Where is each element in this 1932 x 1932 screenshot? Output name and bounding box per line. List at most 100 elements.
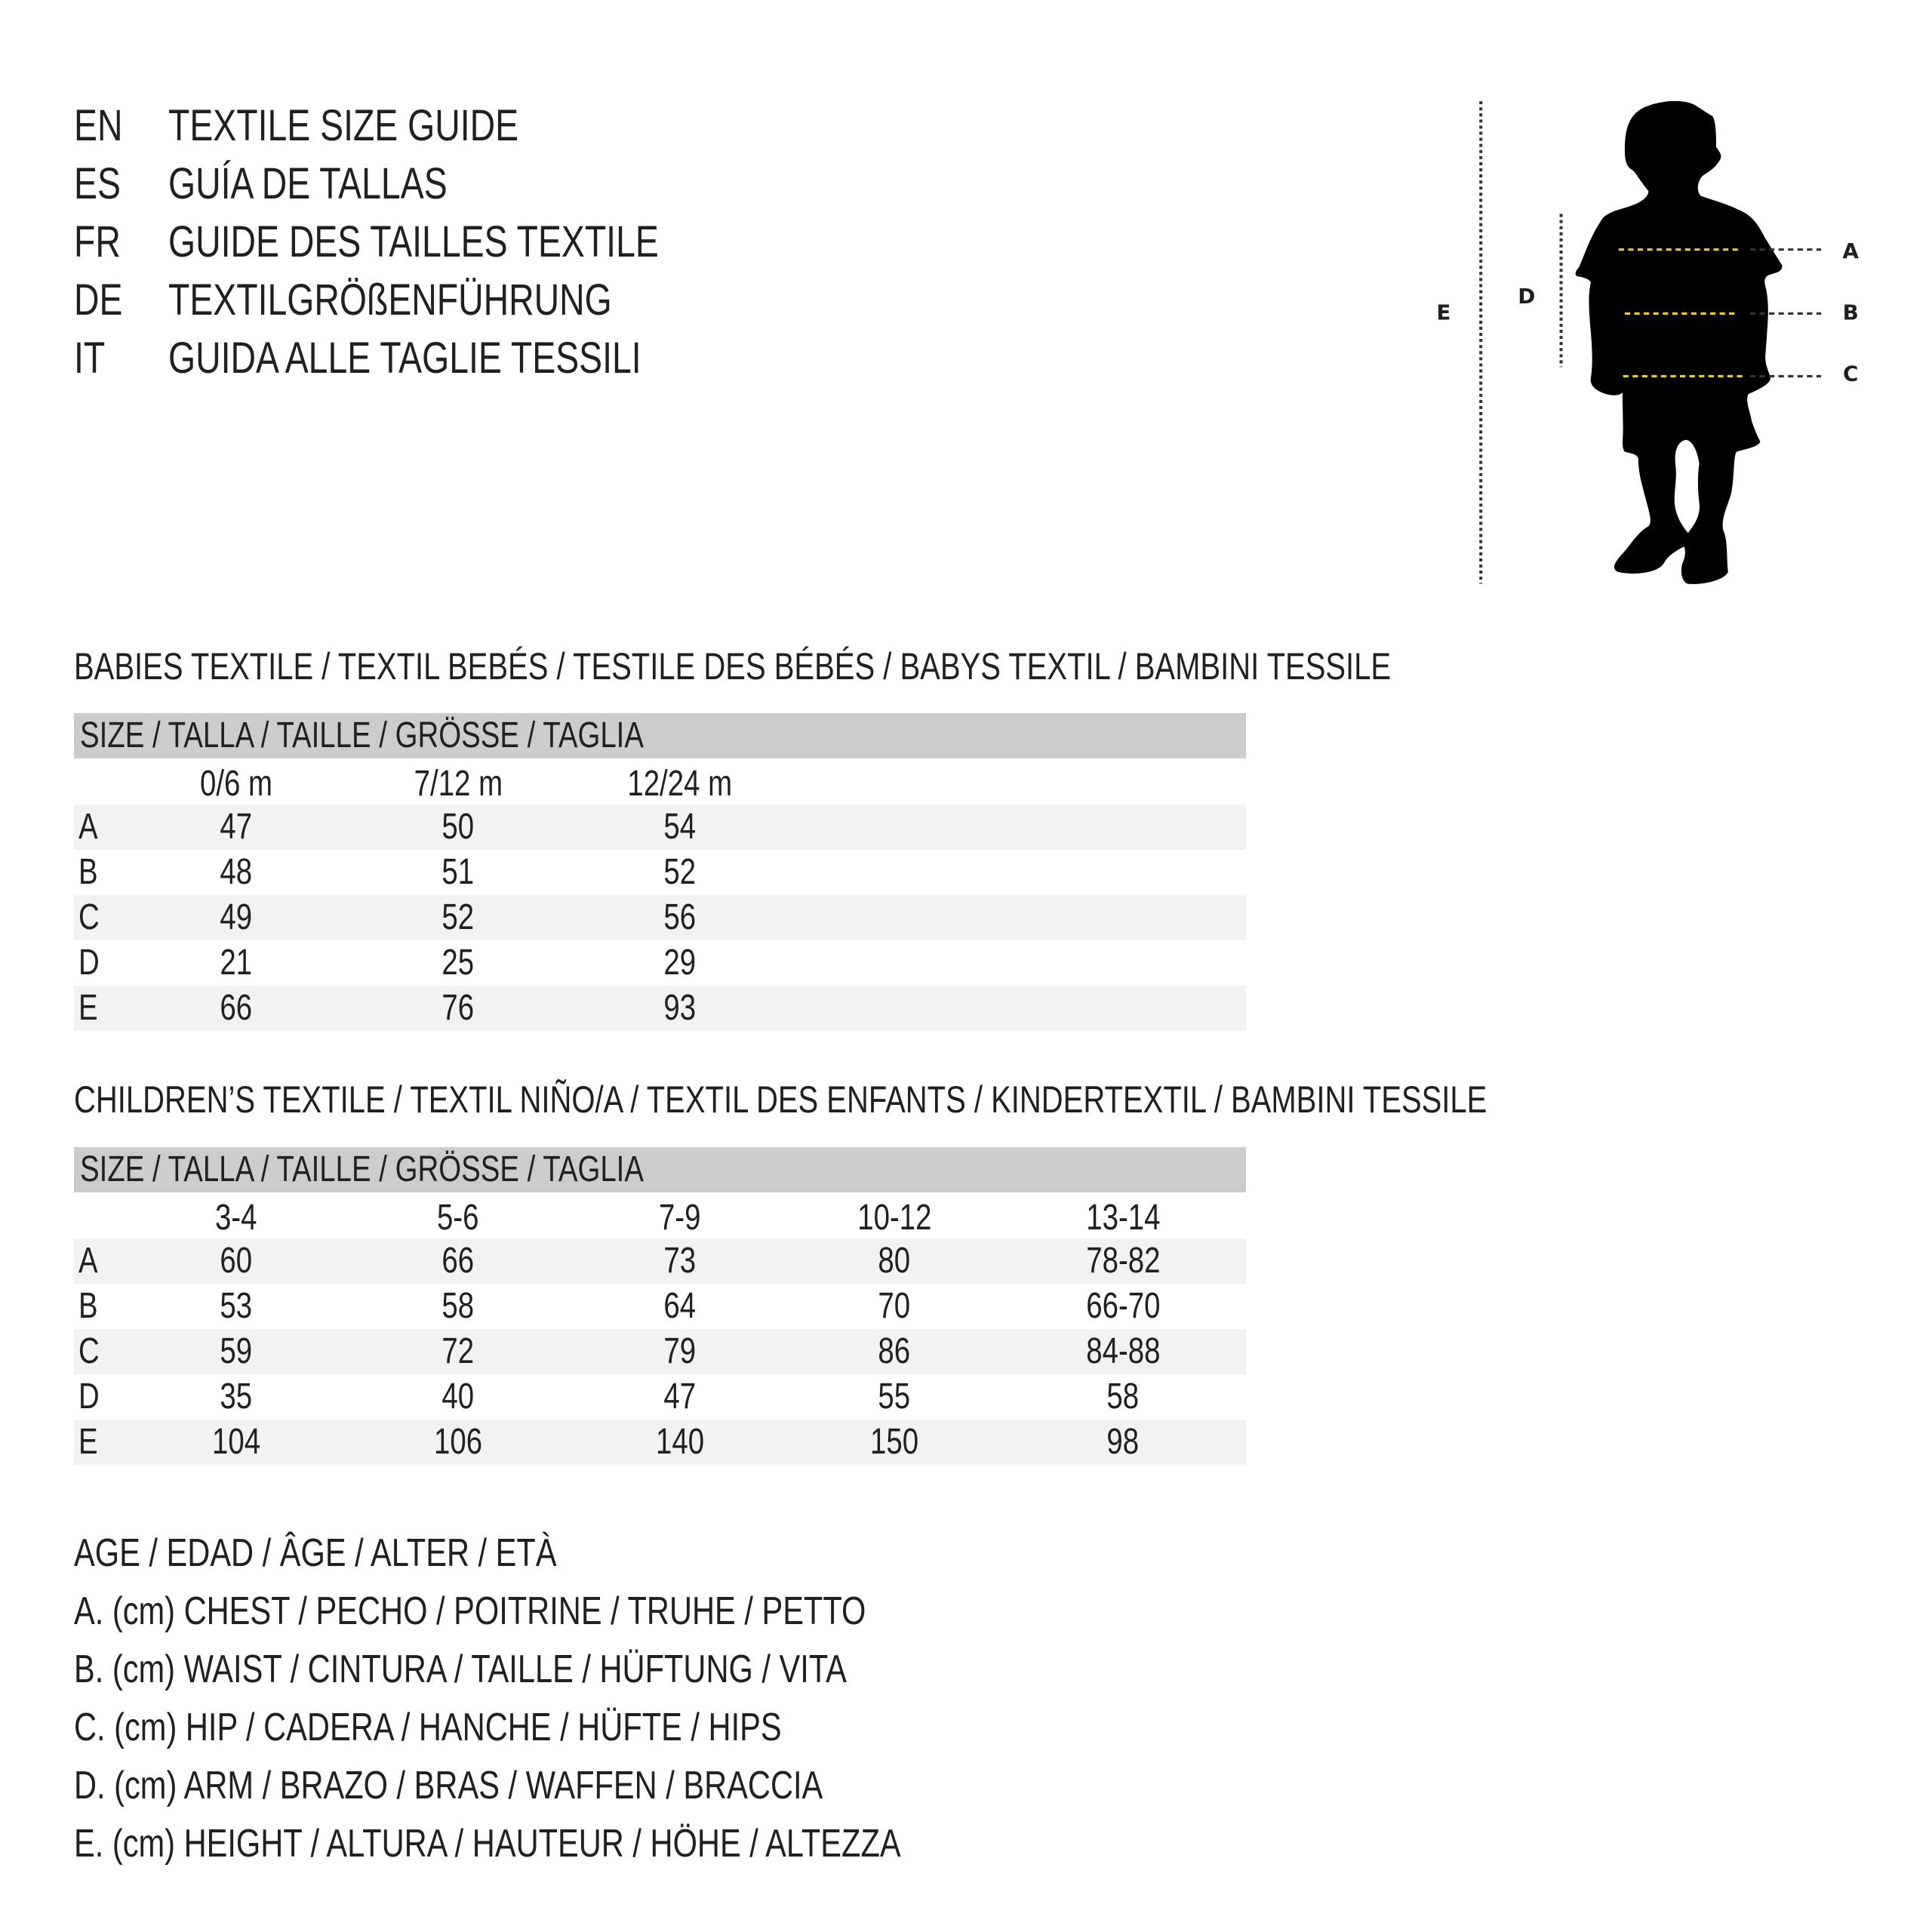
legend-item: E. (cm) HEIGHT / ALTURA / HAUTEUR / HÖHE… bbox=[74, 1817, 1108, 1870]
cell-value: 106 bbox=[433, 1422, 483, 1462]
cell-value: 98 bbox=[1106, 1422, 1140, 1462]
table-cell: 58 bbox=[1032, 1374, 1214, 1420]
label-c: C bbox=[1843, 361, 1858, 386]
table-cell: 58 bbox=[368, 1284, 549, 1329]
column-header-text: 7-9 bbox=[659, 1198, 701, 1238]
table-cell: 56 bbox=[589, 895, 771, 940]
column-header: 5-6 bbox=[368, 1195, 549, 1241]
column-header-text: 0/6 m bbox=[199, 764, 273, 804]
table-cell: 72 bbox=[368, 1329, 549, 1374]
row-label-text: D bbox=[78, 943, 100, 983]
title-text: TEXTILGRÖßENFÜHRUNG bbox=[168, 275, 612, 325]
child-silhouette-icon bbox=[1575, 100, 1783, 584]
babies-size-table: SIZE / TALLA / TAILLE / GRÖSSE / TAGLIA 0… bbox=[74, 713, 1246, 1031]
column-header: 13-14 bbox=[1032, 1195, 1214, 1241]
cell-value: 79 bbox=[663, 1331, 697, 1371]
title-text: GUIDA ALLE TAGLIE TESSILI bbox=[168, 334, 641, 383]
cell-value: 60 bbox=[220, 1241, 253, 1281]
table-cell: 64 bbox=[589, 1284, 771, 1329]
cell-value: 150 bbox=[869, 1422, 919, 1462]
language-code: FR bbox=[74, 217, 121, 266]
row-label: D bbox=[78, 940, 105, 986]
table-row: E 66 76 93 bbox=[74, 986, 1246, 1031]
cell-value: 52 bbox=[441, 897, 475, 937]
language-code: DE bbox=[74, 275, 123, 325]
cell-value: 93 bbox=[663, 988, 697, 1028]
table-cell: 52 bbox=[368, 895, 549, 940]
row-label-text: B bbox=[78, 1286, 98, 1326]
column-header: 10-12 bbox=[804, 1195, 985, 1241]
legend-text: AGE / EDAD / ÂGE / ALTER / ETÀ bbox=[74, 1531, 557, 1575]
label-a: A bbox=[1842, 238, 1859, 263]
table-cell: 140 bbox=[589, 1420, 771, 1465]
column-header-text: 3-4 bbox=[215, 1198, 257, 1238]
column-header: 12/24 m bbox=[589, 761, 771, 807]
table-cell: 55 bbox=[804, 1374, 985, 1420]
column-header-text: 7/12 m bbox=[414, 764, 503, 804]
language-code: IT bbox=[74, 334, 106, 383]
cell-value: 140 bbox=[655, 1422, 705, 1462]
cell-value: 25 bbox=[441, 943, 475, 983]
cell-value: 40 bbox=[441, 1377, 475, 1417]
table-row: B 48 51 52 bbox=[74, 850, 1246, 895]
row-label: C bbox=[78, 895, 105, 940]
legend-text: E. (cm) HEIGHT / ALTURA / HAUTEUR / HÖHE… bbox=[74, 1822, 901, 1866]
cell-value: 76 bbox=[441, 988, 475, 1028]
cell-value: 86 bbox=[878, 1331, 911, 1371]
table-cell: 84-88 bbox=[1032, 1329, 1214, 1374]
cell-value: 104 bbox=[211, 1422, 261, 1462]
cell-value: 48 bbox=[220, 852, 253, 892]
table-cell: 47 bbox=[146, 804, 327, 850]
cell-value: 72 bbox=[441, 1331, 475, 1371]
language-code: ES bbox=[74, 159, 121, 208]
legend-item: D. (cm) ARM / BRAZO / BRAS / WAFFEN / BR… bbox=[74, 1759, 1010, 1812]
table-cell: 70 bbox=[804, 1284, 985, 1329]
row-label-text: B bbox=[78, 852, 98, 892]
table-cell: 104 bbox=[146, 1420, 327, 1465]
column-header: 3-4 bbox=[146, 1195, 327, 1241]
row-label-text: A bbox=[78, 807, 98, 847]
row-label: B bbox=[78, 1284, 103, 1329]
table-row: D 35 40 47 55 58 bbox=[74, 1374, 1246, 1420]
legend-item: B. (cm) WAIST / CINTURA / TAILLE / HÜFTU… bbox=[74, 1643, 1040, 1696]
label-b: B bbox=[1843, 300, 1859, 325]
legend-text: A. (cm) CHEST / PECHO / POITRINE / TRUHE… bbox=[74, 1589, 866, 1633]
table-cell: 50 bbox=[368, 804, 549, 850]
cell-value: 50 bbox=[441, 807, 475, 847]
cell-value: 21 bbox=[220, 943, 253, 983]
table-cell: 66-70 bbox=[1032, 1284, 1214, 1329]
table-cell: 25 bbox=[368, 940, 549, 986]
table-row: D 21 25 29 bbox=[74, 940, 1246, 986]
legend-text: C. (cm) HIP / CADERA / HANCHE / HÜFTE / … bbox=[74, 1706, 782, 1749]
column-header-text: 12/24 m bbox=[627, 764, 733, 804]
table-cell: 86 bbox=[804, 1329, 985, 1374]
cell-value: 54 bbox=[663, 807, 697, 847]
column-header-row: 3-4 5-6 7-9 10-12 13-14 bbox=[74, 1195, 1246, 1238]
cell-value: 49 bbox=[220, 897, 253, 937]
table-row: A 60 66 73 80 78-82 bbox=[74, 1238, 1246, 1284]
table-cell: 78-82 bbox=[1032, 1238, 1214, 1284]
table-cell: 29 bbox=[589, 940, 771, 986]
row-label: C bbox=[78, 1329, 105, 1374]
cell-value: 53 bbox=[220, 1286, 253, 1326]
cell-value: 84-88 bbox=[1085, 1331, 1161, 1371]
row-label: E bbox=[78, 986, 103, 1031]
row-label: E bbox=[78, 1420, 103, 1465]
table-cell: 53 bbox=[146, 1284, 327, 1329]
cell-value: 52 bbox=[663, 852, 697, 892]
cell-value: 29 bbox=[663, 943, 697, 983]
cell-value: 59 bbox=[220, 1331, 253, 1371]
row-label: A bbox=[78, 1238, 103, 1284]
column-header-row: 0/6 m 7/12 m 12/24 m bbox=[74, 761, 1246, 804]
legend-item: C. (cm) HIP / CADERA / HANCHE / HÜFTE / … bbox=[74, 1701, 958, 1754]
table-cell: 106 bbox=[368, 1420, 549, 1465]
table-cell: 76 bbox=[368, 986, 549, 1031]
cell-value: 66 bbox=[441, 1241, 475, 1281]
table-cell: 48 bbox=[146, 850, 327, 895]
babies-section-title: BABIES TEXTILE / TEXTIL BEBÉS / TESTILE … bbox=[74, 644, 1720, 689]
column-header-text: 10-12 bbox=[857, 1198, 932, 1238]
cell-value: 58 bbox=[441, 1286, 475, 1326]
row-label-text: A bbox=[78, 1241, 98, 1281]
size-header-bar: SIZE / TALLA / TAILLE / GRÖSSE / TAGLIA bbox=[74, 713, 1246, 758]
column-header: 7-9 bbox=[589, 1195, 771, 1241]
